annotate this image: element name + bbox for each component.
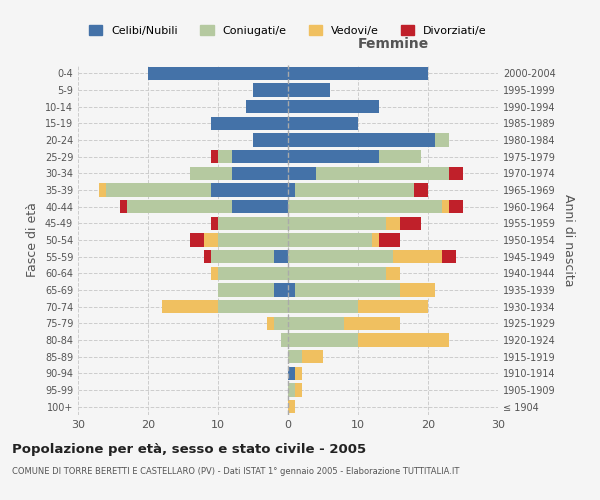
Text: COMUNE DI TORRE BERETTI E CASTELLARO (PV) - Dati ISTAT 1° gennaio 2005 - Elabora: COMUNE DI TORRE BERETTI E CASTELLARO (PV… bbox=[12, 468, 460, 476]
Bar bbox=[127, 200, 232, 213]
Bar bbox=[218, 284, 274, 296]
Bar bbox=[288, 84, 330, 96]
Bar bbox=[379, 234, 400, 246]
Bar bbox=[99, 184, 106, 196]
Bar bbox=[295, 184, 414, 196]
Text: Popolazione per età, sesso e stato civile - 2005: Popolazione per età, sesso e stato civil… bbox=[12, 442, 366, 456]
Text: Femmine: Femmine bbox=[358, 37, 428, 51]
Bar bbox=[386, 216, 400, 230]
Bar bbox=[204, 250, 211, 264]
Bar bbox=[414, 184, 428, 196]
Bar bbox=[211, 116, 288, 130]
Bar bbox=[288, 150, 379, 164]
Bar bbox=[148, 66, 288, 80]
Bar bbox=[386, 266, 400, 280]
Bar bbox=[162, 300, 218, 314]
Bar bbox=[190, 166, 232, 180]
Bar bbox=[400, 284, 435, 296]
Bar bbox=[218, 216, 288, 230]
Bar bbox=[379, 150, 421, 164]
Bar bbox=[449, 166, 463, 180]
Bar bbox=[218, 150, 232, 164]
Bar bbox=[288, 350, 302, 364]
Bar bbox=[288, 384, 295, 396]
Bar bbox=[400, 216, 421, 230]
Bar bbox=[253, 84, 288, 96]
Bar bbox=[211, 266, 218, 280]
Bar bbox=[288, 366, 295, 380]
Bar bbox=[274, 316, 288, 330]
Bar bbox=[232, 166, 288, 180]
Legend: Celibi/Nubili, Coniugati/e, Vedovi/e, Divorziati/e: Celibi/Nubili, Coniugati/e, Vedovi/e, Di… bbox=[89, 25, 487, 36]
Bar bbox=[295, 384, 302, 396]
Bar bbox=[211, 250, 274, 264]
Y-axis label: Fasce di età: Fasce di età bbox=[26, 202, 39, 278]
Bar bbox=[288, 134, 435, 146]
Bar bbox=[288, 66, 428, 80]
Bar bbox=[358, 300, 428, 314]
Bar bbox=[218, 234, 288, 246]
Bar bbox=[288, 234, 372, 246]
Bar bbox=[442, 200, 449, 213]
Bar bbox=[288, 284, 295, 296]
Bar bbox=[372, 234, 379, 246]
Y-axis label: Anni di nascita: Anni di nascita bbox=[562, 194, 575, 286]
Bar bbox=[211, 184, 288, 196]
Bar bbox=[442, 250, 456, 264]
Bar bbox=[253, 134, 288, 146]
Bar bbox=[316, 166, 449, 180]
Bar bbox=[288, 316, 344, 330]
Bar bbox=[218, 300, 288, 314]
Bar bbox=[211, 150, 218, 164]
Bar bbox=[267, 316, 274, 330]
Bar bbox=[232, 150, 288, 164]
Bar bbox=[302, 350, 323, 364]
Bar bbox=[288, 116, 358, 130]
Bar bbox=[232, 200, 288, 213]
Bar bbox=[358, 334, 449, 346]
Bar bbox=[281, 334, 288, 346]
Bar bbox=[295, 284, 400, 296]
Bar bbox=[274, 250, 288, 264]
Bar bbox=[288, 400, 295, 413]
Bar bbox=[295, 366, 302, 380]
Bar bbox=[288, 166, 316, 180]
Bar bbox=[288, 200, 442, 213]
Bar bbox=[288, 334, 358, 346]
Bar bbox=[288, 250, 393, 264]
Bar bbox=[218, 266, 288, 280]
Bar bbox=[435, 134, 449, 146]
Bar bbox=[274, 284, 288, 296]
Bar bbox=[246, 100, 288, 114]
Bar bbox=[190, 234, 204, 246]
Bar bbox=[288, 266, 386, 280]
Bar bbox=[344, 316, 400, 330]
Bar bbox=[106, 184, 211, 196]
Bar bbox=[211, 216, 218, 230]
Bar bbox=[288, 300, 358, 314]
Bar bbox=[449, 200, 463, 213]
Bar bbox=[393, 250, 442, 264]
Bar bbox=[204, 234, 218, 246]
Bar bbox=[288, 100, 379, 114]
Bar bbox=[288, 184, 295, 196]
Bar bbox=[120, 200, 127, 213]
Bar bbox=[288, 216, 386, 230]
